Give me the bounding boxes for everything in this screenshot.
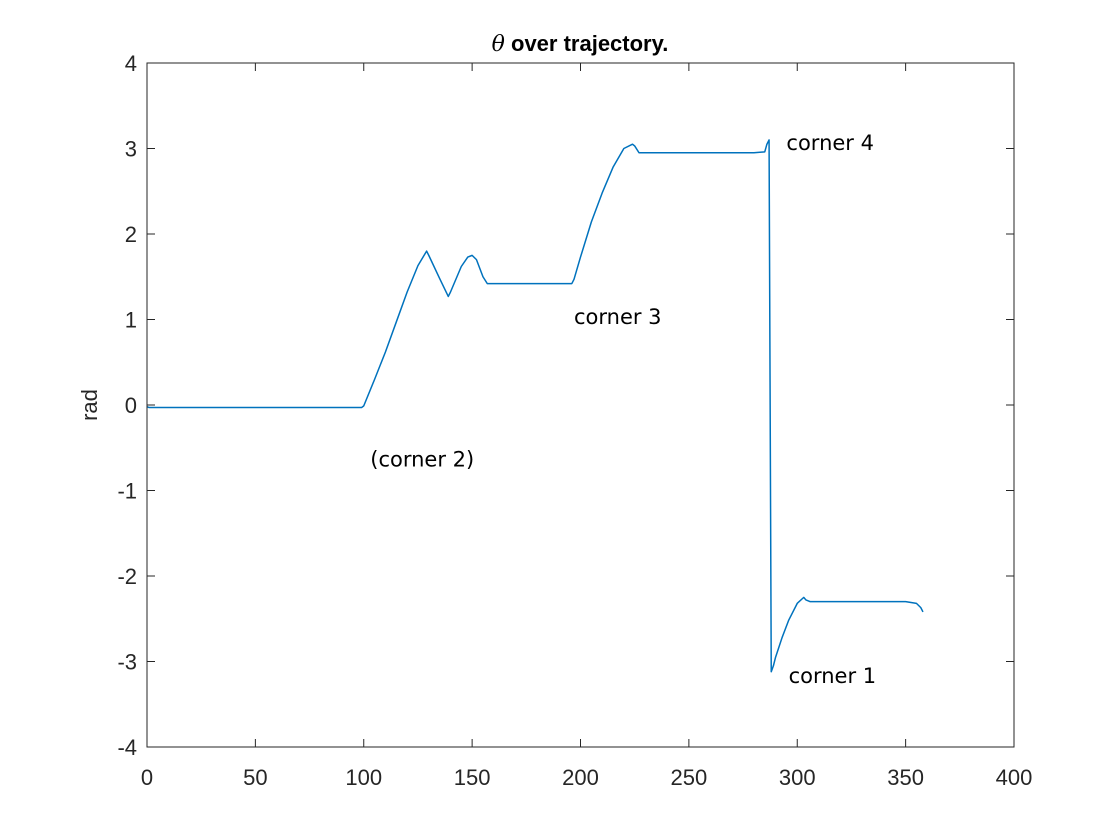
x-tick-label: 400 [996,765,1033,790]
y-tick-label: 0 [125,393,137,418]
y-tick-label: -2 [117,564,137,589]
annotation-label: corner 3 [574,305,662,329]
chart-title-text: over trajectory. [505,31,668,56]
plot-area [147,63,1014,747]
chart-title-symbol: θ [492,32,505,57]
annotation-label: corner 4 [786,131,874,155]
annotations-layer: (corner 2) corner 3 corner 4 corner 1 [370,131,876,688]
y-tick-label: 3 [125,137,137,162]
y-tick-label: -3 [117,650,137,675]
y-tick-label: 1 [125,308,137,333]
y-tick-label: 4 [125,51,137,76]
series-layer [146,139,924,673]
x-tick-label: 350 [887,765,924,790]
x-tick-label: 300 [779,765,816,790]
x-tick-label: 250 [671,765,708,790]
axes-box [146,62,1015,748]
annotation-label: corner 1 [789,664,877,688]
annotation-label: (corner 2) [370,448,474,472]
x-tick-label: 50 [243,765,267,790]
x-tick-label: 200 [562,765,599,790]
x-tick-label: 100 [345,765,382,790]
y-tick-label: -4 [117,735,137,760]
y-tick-label: 2 [125,222,137,247]
axis-tick-labels: 0 50 100 150 200 250 300 350 400 4 3 2 1 0 -1 -2 -3 -4 [117,51,1032,790]
y-axis-label: rad [77,389,102,421]
x-tick-label: 150 [454,765,491,790]
y-tick-label: -1 [117,479,137,504]
series-line [146,139,924,673]
chart-title: θ over trajectory. [492,31,669,57]
x-tick-label: 0 [141,765,153,790]
